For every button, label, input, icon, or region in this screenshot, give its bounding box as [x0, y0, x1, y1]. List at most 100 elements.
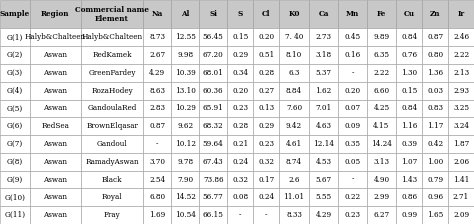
Bar [366, 135, 396, 153]
Text: 8.33: 8.33 [286, 211, 302, 219]
Text: Commercial name
Element: Commercial name Element [75, 6, 149, 23]
Text: RedSea: RedSea [41, 122, 69, 130]
Bar [253, 99, 279, 117]
Text: Aswan: Aswan [43, 158, 67, 166]
Bar [448, 64, 474, 82]
Text: 67.43: 67.43 [203, 158, 224, 166]
Bar [396, 171, 422, 188]
Text: 0.29: 0.29 [232, 51, 248, 59]
Text: 0.29: 0.29 [258, 122, 274, 130]
Text: 0.83: 0.83 [427, 104, 443, 112]
Text: 3.24: 3.24 [453, 122, 469, 130]
Text: 2.06: 2.06 [453, 158, 469, 166]
Text: Aswan: Aswan [43, 140, 67, 148]
Text: Zn: Zn [430, 10, 440, 18]
Bar [227, 135, 253, 153]
Bar [143, 117, 171, 135]
Text: 4.29: 4.29 [316, 211, 332, 219]
Bar [338, 171, 366, 188]
Bar [279, 135, 309, 153]
Text: 6.27: 6.27 [374, 211, 390, 219]
Text: 2.22: 2.22 [453, 51, 469, 59]
Text: 1.17: 1.17 [427, 122, 443, 130]
Text: G(11): G(11) [4, 211, 26, 219]
Text: 0.09: 0.09 [345, 122, 361, 130]
Text: 1.00: 1.00 [427, 158, 443, 166]
Bar [227, 0, 253, 28]
Text: RedKamek: RedKamek [92, 51, 132, 59]
Bar [448, 0, 474, 28]
Text: RamadyAswan: RamadyAswan [85, 158, 139, 166]
Text: -: - [239, 211, 241, 219]
Bar [171, 135, 199, 153]
Text: 0.24: 0.24 [232, 158, 248, 166]
Bar [199, 135, 227, 153]
Bar [30, 135, 81, 153]
Text: 10.29: 10.29 [175, 104, 196, 112]
Bar [448, 46, 474, 64]
Text: 7.90: 7.90 [177, 176, 193, 183]
Text: -: - [351, 69, 354, 77]
Text: 2.54: 2.54 [149, 176, 165, 183]
Bar [366, 82, 396, 99]
Text: GreenFardey: GreenFardey [88, 69, 136, 77]
Text: 4.90: 4.90 [374, 176, 390, 183]
Bar [171, 0, 199, 28]
Text: 59.64: 59.64 [203, 140, 224, 148]
Bar [309, 171, 338, 188]
Bar [0, 82, 30, 99]
Bar [338, 82, 366, 99]
Text: 3.70: 3.70 [149, 158, 165, 166]
Bar [143, 28, 171, 46]
Text: Aswan: Aswan [43, 176, 67, 183]
Bar [81, 153, 143, 171]
Bar [448, 82, 474, 99]
Bar [279, 117, 309, 135]
Bar [0, 0, 30, 28]
Text: 0.23: 0.23 [258, 140, 274, 148]
Bar [81, 0, 143, 28]
Bar [199, 0, 227, 28]
Text: 0.20: 0.20 [232, 87, 248, 95]
Bar [227, 188, 253, 206]
Bar [366, 99, 396, 117]
Text: 0.99: 0.99 [401, 211, 417, 219]
Bar [309, 46, 338, 64]
Text: 4.29: 4.29 [149, 69, 165, 77]
Text: 8.73: 8.73 [149, 33, 165, 41]
Text: G(5): G(5) [7, 104, 23, 112]
Text: 4.53: 4.53 [316, 158, 332, 166]
Text: 0.32: 0.32 [258, 158, 274, 166]
Bar [171, 171, 199, 188]
Text: 0.39: 0.39 [401, 140, 417, 148]
Bar [422, 99, 448, 117]
Text: 0.28: 0.28 [232, 122, 248, 130]
Bar [422, 117, 448, 135]
Bar [30, 99, 81, 117]
Bar [171, 153, 199, 171]
Bar [199, 117, 227, 135]
Bar [30, 28, 81, 46]
Text: 9.78: 9.78 [177, 158, 193, 166]
Text: 10.39: 10.39 [175, 69, 196, 77]
Text: Region: Region [41, 10, 70, 18]
Bar [81, 99, 143, 117]
Text: 0.23: 0.23 [345, 211, 361, 219]
Text: -: - [351, 176, 354, 183]
Text: Fray: Fray [104, 211, 120, 219]
Text: 0.17: 0.17 [258, 176, 274, 183]
Text: BrownElqasar: BrownElqasar [86, 122, 138, 130]
Text: 7. 40: 7. 40 [285, 33, 303, 41]
Bar [279, 82, 309, 99]
Bar [253, 153, 279, 171]
Bar [396, 153, 422, 171]
Text: 7.01: 7.01 [316, 104, 332, 112]
Text: 0.51: 0.51 [258, 51, 274, 59]
Text: 5.67: 5.67 [316, 176, 332, 183]
Bar [227, 46, 253, 64]
Text: 8.10: 8.10 [286, 51, 302, 59]
Text: 5.55: 5.55 [316, 193, 332, 201]
Bar [0, 206, 30, 224]
Bar [396, 206, 422, 224]
Text: Si: Si [209, 10, 217, 18]
